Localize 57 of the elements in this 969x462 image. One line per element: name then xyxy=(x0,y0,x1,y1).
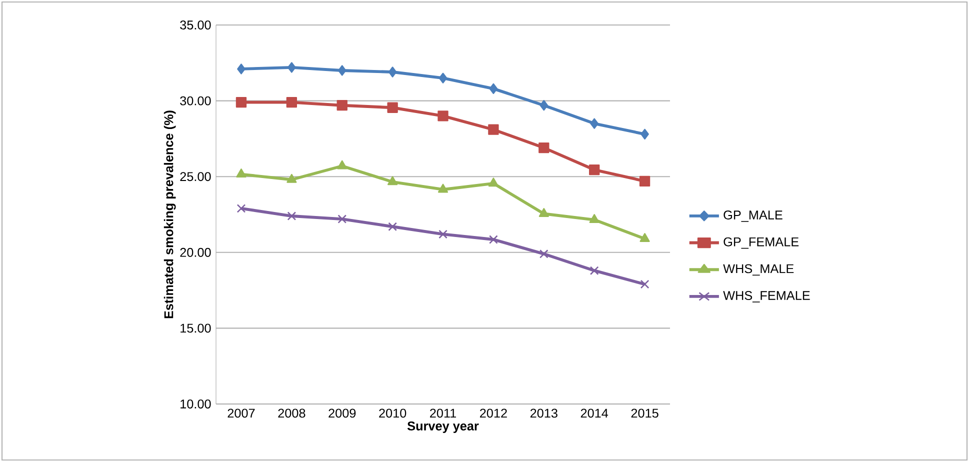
legend-label: WHS_MALE xyxy=(723,264,794,276)
point xyxy=(336,100,348,111)
x-tick-label: 2008 xyxy=(278,408,306,418)
point xyxy=(438,184,448,193)
point xyxy=(236,204,246,213)
point xyxy=(488,178,499,187)
point xyxy=(337,160,348,170)
y-tick-label: 10.00 xyxy=(180,400,211,408)
x-tick-label: 2007 xyxy=(228,408,255,418)
y-axis-title: Estimated smoking prevalence (%) xyxy=(164,110,176,318)
point xyxy=(288,62,296,73)
legend-label: WHS_FEMALE xyxy=(723,291,810,302)
point xyxy=(338,65,346,76)
point xyxy=(438,110,448,122)
point xyxy=(639,176,650,186)
x-tick-label: 2014 xyxy=(580,408,608,418)
point xyxy=(286,174,297,183)
point xyxy=(488,124,499,135)
y-tick-label: 25.00 xyxy=(180,172,211,182)
point xyxy=(236,96,247,108)
point xyxy=(338,214,347,224)
x-tick-label: 2009 xyxy=(328,408,356,418)
point xyxy=(640,280,650,289)
x-tick-label: 2015 xyxy=(631,408,658,418)
point xyxy=(286,96,298,108)
point xyxy=(538,142,550,154)
point xyxy=(237,64,246,74)
x-tick-label: 2012 xyxy=(480,408,507,418)
x-tick-label: 2011 xyxy=(430,408,456,418)
point xyxy=(590,118,599,129)
point xyxy=(236,168,246,178)
legend-label: GP_FEMALE xyxy=(724,237,799,249)
y-tick-label: 35.00 xyxy=(180,20,211,30)
point xyxy=(388,222,398,232)
point xyxy=(539,249,548,258)
point xyxy=(640,233,650,242)
point xyxy=(287,212,296,220)
point xyxy=(589,164,600,176)
point xyxy=(438,230,448,239)
point xyxy=(640,128,649,140)
point xyxy=(387,102,398,113)
legend-label: GP_MALE xyxy=(724,210,782,222)
x-axis-title: Survey year xyxy=(407,422,479,433)
point xyxy=(438,72,448,84)
point xyxy=(388,176,398,186)
point xyxy=(538,208,549,217)
y-tick-label: 20.00 xyxy=(180,248,211,257)
y-tick-label: 15.00 xyxy=(180,324,211,333)
x-tick-label: 2013 xyxy=(530,408,558,418)
point xyxy=(590,266,599,276)
point xyxy=(388,66,397,78)
point xyxy=(489,83,498,94)
point xyxy=(589,214,600,224)
x-tick-label: 2010 xyxy=(379,408,406,418)
point xyxy=(489,235,498,244)
y-tick-label: 30.00 xyxy=(180,96,211,106)
point xyxy=(540,100,548,111)
